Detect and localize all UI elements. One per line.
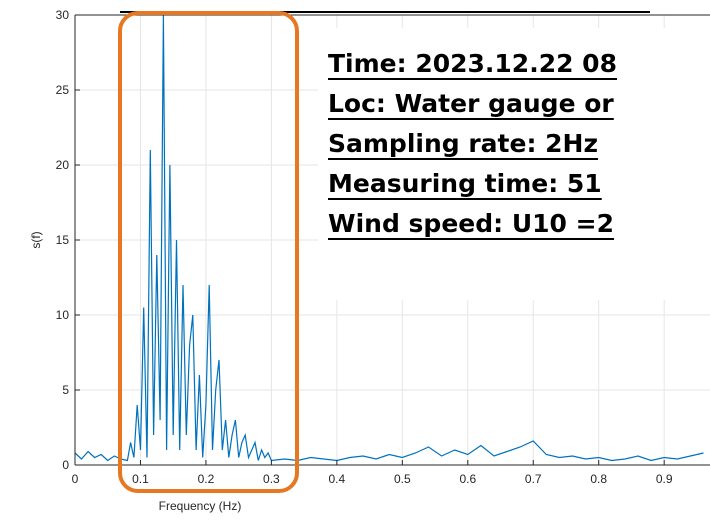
y-tick-label: 15 <box>56 233 70 247</box>
x-tick-label: 0.1 <box>132 472 149 486</box>
y-tick-label: 0 <box>62 458 69 472</box>
x-tick-label: 0.2 <box>198 472 215 486</box>
x-axis-label: Frequency (Hz) <box>159 499 242 513</box>
x-tick-label: 0.7 <box>525 472 542 486</box>
annotation-text: Loc: Water gauge or <box>328 89 614 118</box>
x-tick-label: 0.5 <box>394 472 411 486</box>
y-axis-label: s(f) <box>29 231 43 248</box>
annotation-text: Sampling rate: 2Hz <box>328 129 598 158</box>
x-tick-label: 0.6 <box>459 472 476 486</box>
annotation-text: Wind speed: U10 =2 <box>328 209 614 238</box>
x-tick-label: 0.3 <box>263 472 280 486</box>
spectrum-line <box>74 14 704 462</box>
y-tick-label: 30 <box>56 8 70 22</box>
x-tick-label: 0 <box>72 472 79 486</box>
x-tick-label: 0.9 <box>656 472 673 486</box>
x-tick-label: 0.8 <box>590 472 607 486</box>
y-tick-label: 10 <box>56 308 70 322</box>
y-tick-label: 20 <box>56 158 70 172</box>
annotation-text: Time: 2023.12.22 08 <box>328 49 617 78</box>
y-tick-label: 25 <box>56 83 70 97</box>
x-tick-label: 0.4 <box>329 472 346 486</box>
highlight-box <box>118 11 299 493</box>
y-tick-label: 5 <box>62 383 69 397</box>
annotation-text: Measuring time: 51 <box>328 169 602 198</box>
annotation-background <box>318 28 710 300</box>
